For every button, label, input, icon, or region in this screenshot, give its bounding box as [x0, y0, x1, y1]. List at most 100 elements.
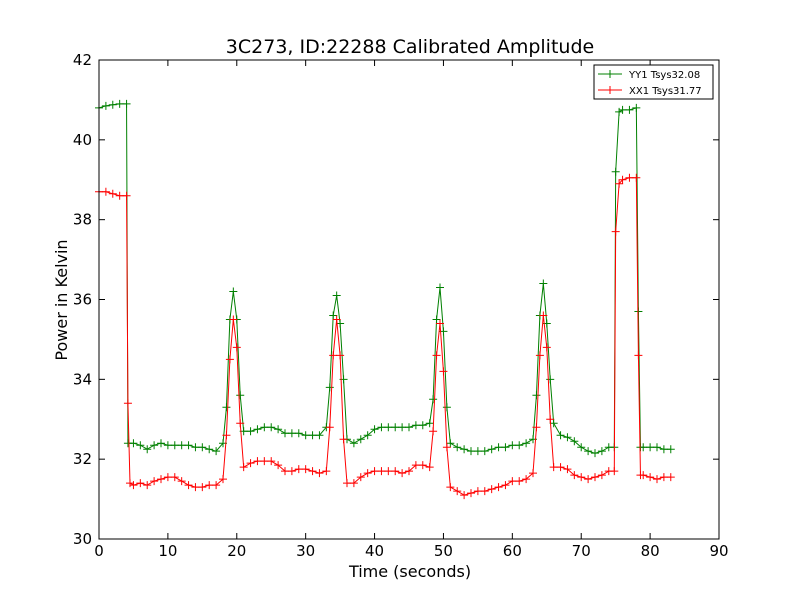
data-point [611, 227, 620, 236]
data-point [494, 483, 503, 492]
data-point [170, 441, 179, 450]
data-point [577, 473, 586, 482]
data-point [232, 343, 241, 352]
data-point [634, 351, 643, 360]
data-point [556, 463, 565, 472]
data-point [356, 473, 365, 482]
data-point [418, 421, 427, 430]
data-point [639, 443, 648, 452]
data-point [315, 431, 324, 440]
data-point [429, 395, 438, 404]
data-point [480, 447, 489, 456]
data-point [411, 461, 420, 470]
data-point [653, 475, 661, 484]
data-point [659, 445, 668, 454]
data-point [246, 459, 255, 468]
data-point [222, 403, 231, 412]
data-point [184, 441, 193, 450]
data-point [584, 475, 593, 484]
data-point [436, 283, 444, 292]
data-point [198, 443, 207, 452]
data-point [467, 489, 475, 498]
data-point [473, 487, 482, 496]
data-point [322, 467, 331, 476]
data-point [405, 467, 413, 476]
data-point [287, 429, 296, 438]
data-point [625, 173, 634, 182]
data-point [274, 425, 283, 434]
data-point [653, 443, 661, 452]
data-point [329, 351, 338, 360]
data-point [150, 477, 159, 486]
x-tick-label: 90 [709, 542, 728, 560]
data-point [308, 467, 317, 476]
data-point [591, 473, 599, 482]
data-point [615, 107, 624, 116]
data-point [294, 465, 303, 474]
data-point [253, 457, 262, 466]
data-point [556, 431, 565, 440]
data-point [539, 279, 548, 288]
data-point [163, 441, 172, 450]
data-point [542, 343, 551, 352]
x-tick-label: 60 [503, 542, 522, 560]
data-point [659, 473, 668, 482]
legend-label: YY1 Tsys32.08 [628, 70, 700, 81]
data-point [370, 467, 379, 476]
data-point [108, 100, 117, 109]
data-point [177, 441, 186, 450]
data-point [101, 101, 110, 110]
x-axis-label: Time (seconds) [348, 562, 471, 581]
data-point [639, 471, 648, 480]
data-point [532, 423, 541, 432]
data-point [508, 441, 517, 450]
data-point [632, 103, 641, 112]
x-tick-label: 40 [365, 542, 384, 560]
legend: YY1 Tsys32.08 XX1 Tsys31.77 [593, 64, 714, 100]
data-point [522, 439, 531, 448]
data-point [115, 99, 124, 108]
y-tick-label: 32 [73, 450, 92, 468]
data-point [222, 431, 231, 440]
data-point [101, 187, 110, 196]
data-point [163, 473, 172, 482]
data-point [229, 287, 238, 296]
data-point [225, 355, 234, 364]
data-point [425, 463, 434, 472]
data-point [384, 467, 393, 476]
data-point [480, 487, 489, 496]
data-point [529, 469, 537, 478]
data-point [411, 421, 420, 430]
data-point [260, 457, 269, 466]
data-point [108, 189, 117, 198]
data-point [646, 473, 655, 482]
data-point [356, 435, 365, 444]
data-point [611, 167, 620, 176]
data-point [267, 423, 276, 432]
data-point [212, 447, 221, 456]
data-point [439, 367, 448, 376]
data-point [301, 465, 310, 474]
data-point [143, 445, 152, 454]
data-point [315, 469, 324, 478]
data-point [122, 191, 131, 200]
data-point [198, 483, 207, 492]
legend-marker [606, 86, 614, 94]
data-point [126, 479, 134, 488]
legend-box [593, 64, 714, 100]
data-point [429, 427, 438, 436]
data-point [129, 481, 138, 490]
data-point [508, 477, 517, 486]
data-point [123, 399, 132, 408]
data-point [150, 441, 159, 450]
data-point [398, 469, 407, 478]
data-point [363, 431, 372, 440]
data-point [325, 383, 334, 392]
x-tick-label: 30 [296, 542, 315, 560]
data-point [391, 467, 400, 476]
legend-item: XX1 Tsys31.77 [598, 86, 702, 97]
data-point [332, 315, 341, 324]
legend-label: XX1 Tsys31.77 [629, 86, 702, 97]
data-point [467, 447, 475, 456]
data-point [184, 481, 193, 490]
